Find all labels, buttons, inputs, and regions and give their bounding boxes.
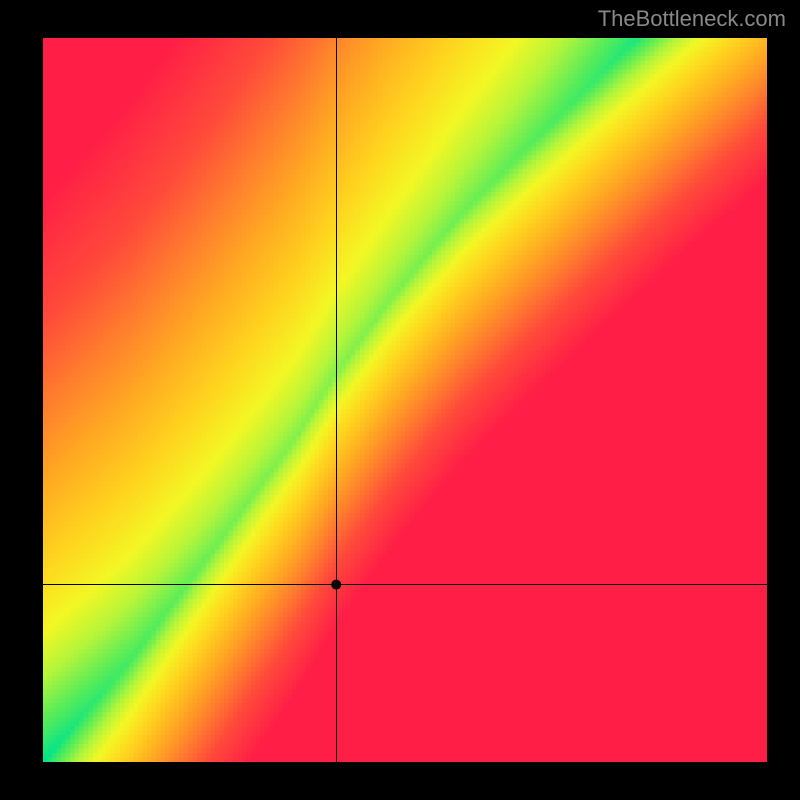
plot-area (43, 38, 767, 762)
crosshair-dot (43, 38, 767, 762)
watermark-text: TheBottleneck.com (598, 6, 786, 32)
chart-container: TheBottleneck.com (0, 0, 800, 800)
